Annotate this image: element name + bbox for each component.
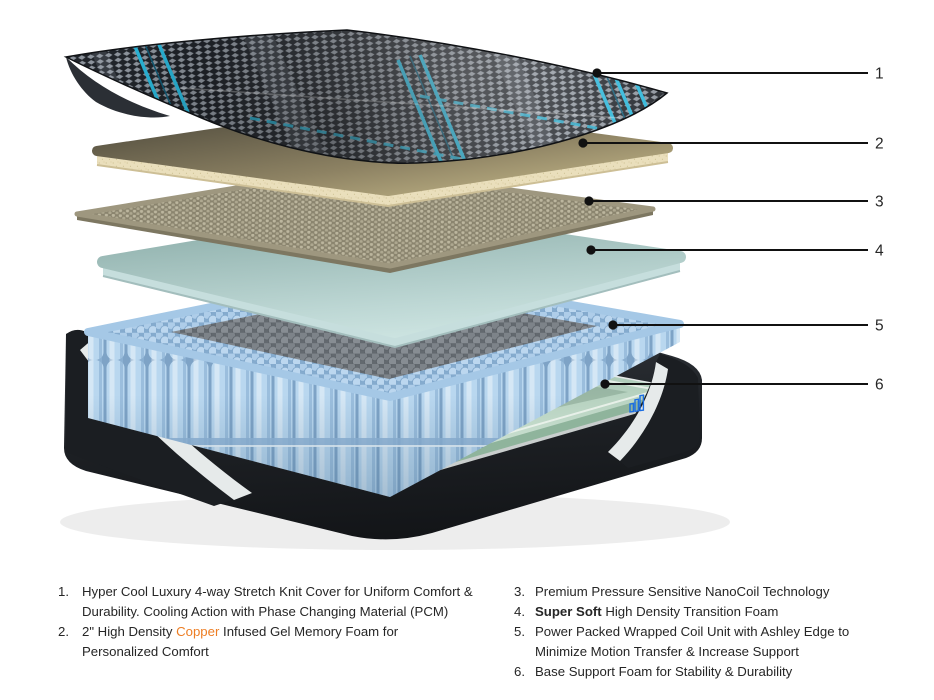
callout-dot-4: [586, 245, 596, 255]
legend-item-number: 1.: [58, 584, 69, 599]
legend-item-3: 3. Premium Pressure Sensitive NanoCoil Te…: [514, 582, 849, 602]
legend-text-segment: Infused Gel Memory Foam for: [219, 624, 399, 639]
legend-item-text: 2" High Density Copper Infused Gel Memor…: [82, 622, 398, 662]
mattress-exploded-diagram: 1 2 3 4 5 6: [60, 29, 884, 550]
memory-foam-edge-shadow: [96, 161, 669, 208]
callout-number-6: 6: [875, 377, 884, 394]
legend-text-line: Minimize Motion Transfer & Increase Supp…: [535, 642, 849, 662]
callout-number-3: 3: [875, 194, 884, 211]
legend-text-line: Premium Pressure Sensitive NanoCoil Tech…: [535, 582, 829, 602]
transition-foam-edge-shadow: [102, 270, 681, 349]
legend-text-segment: High Density Transition Foam: [601, 604, 779, 619]
callouts: 1 2 3 4 5 6: [578, 66, 884, 394]
legend-text-segment: Copper: [176, 624, 220, 639]
cover-outline: [63, 29, 669, 164]
callout-dot-3: [584, 196, 594, 206]
legend-item-number: 6.: [514, 664, 525, 679]
legend-text-line: Durability. Cooling Action with Phase Ch…: [82, 602, 473, 622]
legend-item-number: 3.: [514, 584, 525, 599]
callout-dot-5: [608, 320, 618, 330]
legend-text-line: Power Packed Wrapped Coil Unit with Ashl…: [535, 622, 849, 642]
legend-item-number: 4.: [514, 604, 525, 619]
cover-underside-curl: [66, 57, 170, 118]
legend-item-4: 4. Super Soft High Density Transition Foa…: [514, 602, 849, 622]
legend-item-text: Power Packed Wrapped Coil Unit with Ashl…: [535, 622, 849, 662]
legend-text-segment: Premium Pressure Sensitive NanoCoil Tech…: [535, 584, 830, 599]
legend-item-6: 6. Base Support Foam for Stability & Dura…: [514, 662, 849, 682]
legend-text-segment: Base Support Foam for Stability & Durabi…: [535, 664, 793, 679]
callout-dot-1: [592, 68, 602, 78]
legend-text-line: 2" High Density Copper Infused Gel Memor…: [82, 622, 398, 642]
legend-item-text: Hyper Cool Luxury 4-way Stretch Knit Cov…: [82, 582, 473, 622]
brand-mark-icon: [629, 394, 645, 413]
callout-number-4: 4: [875, 243, 884, 260]
legend-text-segment: Power Packed Wrapped Coil Unit with Ashl…: [535, 624, 850, 639]
legend-item-text: Premium Pressure Sensitive NanoCoil Tech…: [535, 582, 829, 602]
legend-item-text: Super Soft High Density Transition Foam: [535, 602, 778, 622]
legend-item-5: 5. Power Packed Wrapped Coil Unit with As…: [514, 622, 849, 662]
legend-text-segment: Durability. Cooling Action with Phase Ch…: [82, 604, 449, 619]
legend-item-text: Base Support Foam for Stability & Durabi…: [535, 662, 792, 682]
legend-text-segment: Minimize Motion Transfer & Increase Supp…: [535, 644, 799, 659]
legend-text-segment: Personalized Comfort: [82, 644, 209, 659]
transition-foam-edge: [103, 257, 680, 347]
callout-dot-6: [600, 379, 610, 389]
callout-number-2: 2: [875, 136, 884, 153]
legend-text-line: Hyper Cool Luxury 4-way Stretch Knit Cov…: [82, 582, 473, 602]
callout-number-1: 1: [875, 66, 884, 83]
base-right-trim: [608, 362, 668, 461]
legend-text-segment: 2" High Density: [82, 624, 177, 639]
legend-item-1: 1. Hyper Cool Luxury 4-way Stretch Knit C…: [58, 582, 473, 622]
legend-right-column: 3. Premium Pressure Sensitive NanoCoil Te…: [514, 582, 849, 682]
coil-face-shade-left: [88, 332, 390, 497]
legend-item-2: 2. 2" High Density Copper Infused Gel Mem…: [58, 622, 473, 662]
legend-item-number: 2.: [58, 624, 69, 639]
coil-face-shade-right: [390, 324, 680, 497]
legend-text-segment: Super Soft: [535, 604, 602, 619]
legend-text-line: Base Support Foam for Stability & Durabi…: [535, 662, 792, 682]
legend-text-segment: Hyper Cool Luxury 4-way Stretch Knit Cov…: [82, 584, 473, 599]
callout-number-5: 5: [875, 318, 884, 335]
callout-dot-2: [578, 138, 588, 148]
legend-left-column: 1. Hyper Cool Luxury 4-way Stretch Knit C…: [58, 582, 473, 662]
legend-item-number: 5.: [514, 624, 525, 639]
legend-text-line: Super Soft High Density Transition Foam: [535, 602, 778, 622]
legend-text-line: Personalized Comfort: [82, 642, 398, 662]
